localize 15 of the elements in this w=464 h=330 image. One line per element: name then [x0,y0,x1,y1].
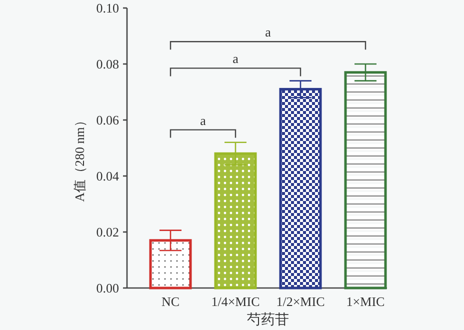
y-tick-label: 0.00 [96,280,119,296]
x-tick-label: 1×MIC [346,294,385,309]
annotation: a [200,112,206,128]
y-tick-label: 0.02 [96,224,119,240]
annotation: a [232,51,239,66]
y-axis-title: A值（280 nm） [72,114,87,202]
y-tick-label: 0.06 [96,112,120,128]
x-tick-label: 1/2×MIC [276,294,325,309]
y-tick-label: 0.08 [96,56,119,72]
annotation: a [265,24,272,40]
x-tick-label: NC [161,294,180,309]
x-axis-title: 芍药苷 [247,312,289,328]
y-tick-label: 0.04 [96,168,120,184]
y-tick-label: 0.10 [96,0,119,16]
x-tick-label: 1/4×MIC [211,294,260,309]
